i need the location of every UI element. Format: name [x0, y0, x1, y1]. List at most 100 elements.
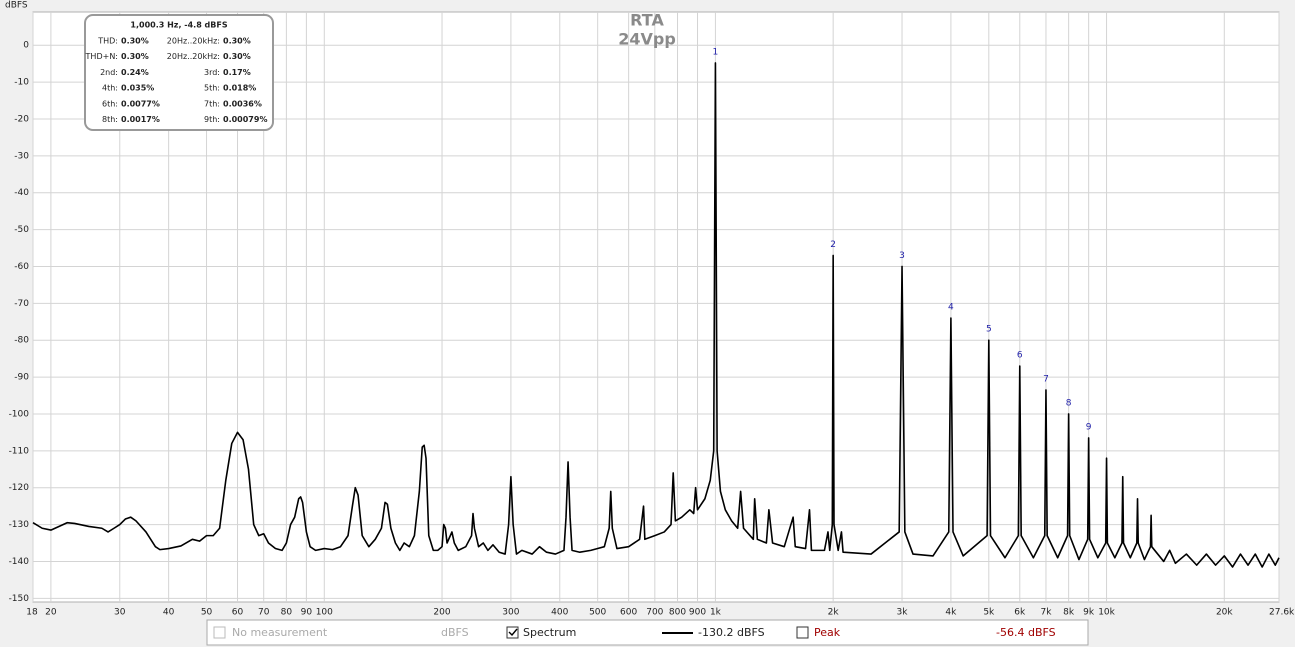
info-value: 0.0036%	[223, 99, 262, 108]
info-box-frame	[84, 14, 274, 131]
x-tick-label: 80	[281, 608, 293, 618]
x-tick-label: 90	[301, 608, 313, 618]
x-tick-label: 9k	[1083, 608, 1095, 618]
y-tick-label: -80	[14, 336, 29, 346]
info-label: 3rd:	[204, 68, 220, 77]
x-tick-label: 20k	[1216, 608, 1233, 618]
info-value: 0.30%	[121, 37, 149, 46]
info-value: 0.018%	[223, 84, 256, 93]
x-tick-label: 70	[258, 608, 270, 618]
grid	[32, 12, 1280, 602]
peak-label: 7	[1043, 374, 1049, 384]
info-label: THD+N:	[85, 52, 118, 61]
info-value: 0.30%	[223, 37, 251, 46]
info-value: 0.30%	[223, 52, 251, 61]
legend-label: Peak	[814, 626, 841, 639]
info-label: THD:	[97, 37, 118, 46]
info-value: 0.035%	[121, 84, 154, 93]
x-tick-label: 5k	[983, 608, 995, 618]
info-value: 0.00079%	[223, 115, 267, 124]
checkbox[interactable]	[796, 626, 809, 639]
peak-label: 6	[1017, 351, 1023, 361]
x-tick-label: 27.6k Hz	[1269, 608, 1295, 618]
legend-label: No measurement	[232, 626, 328, 639]
x-tick-label: 100	[316, 608, 333, 618]
y-tick-label: -130	[9, 520, 30, 530]
info-value: 0.24%	[121, 68, 149, 77]
info-label: 4th:	[102, 84, 118, 93]
x-tick-label: 10k	[1098, 608, 1115, 618]
info-label: 6th:	[102, 99, 118, 108]
chart-title: RTA	[630, 11, 664, 30]
y-tick-label: -120	[9, 483, 30, 493]
info-value: 0.0077%	[121, 99, 160, 108]
x-tick-label: 8k	[1063, 608, 1075, 618]
x-tick-label: 700	[646, 608, 663, 618]
x-tick-label: 500	[589, 608, 606, 618]
x-tick-label: 900	[689, 608, 706, 618]
info-label: 7th:	[204, 99, 220, 108]
x-tick-label: 18	[26, 608, 38, 618]
marks	[32, 62, 1280, 568]
x-tick-label: 600	[620, 608, 637, 618]
legend: No measurement dBFS Spectrum -130.2 dBFS…	[206, 619, 1089, 646]
peak-label: 1	[713, 47, 719, 57]
x-tick-label: 60	[232, 608, 244, 618]
peak-label: 9	[1086, 422, 1092, 432]
chart-subtitle: 24Vpp	[618, 30, 676, 49]
info-value: 0.30%	[121, 52, 149, 61]
y-tick-label: -90	[14, 373, 29, 383]
info-label: 20Hz..20kHz:	[167, 52, 220, 61]
y-tick-label: 0	[23, 41, 29, 51]
legend-label: Spectrum	[523, 626, 576, 639]
info-label: 8th:	[102, 115, 118, 124]
y-axis-label: dBFS	[5, 1, 28, 11]
checkmark	[508, 628, 518, 637]
y-tick-label: -110	[9, 446, 30, 456]
y-tick-label: -150	[9, 594, 30, 604]
info-label: 20Hz..20kHz:	[167, 37, 220, 46]
y-tick-label: -10	[14, 78, 29, 88]
y-tick-label: -100	[9, 409, 30, 419]
legend-value: -56.4 dBFS	[996, 626, 1056, 639]
peak-label: 5	[986, 325, 992, 335]
info-label: 5th:	[204, 84, 220, 93]
checkbox[interactable]	[213, 626, 226, 639]
info-box: 1,000.3 Hz, -4.8 dBFS THD: 0.30% 20Hz..20k…	[84, 14, 274, 131]
x-tick-label: 800	[669, 608, 686, 618]
y-tick-label: -40	[14, 188, 29, 198]
y-tick-label: -50	[14, 225, 29, 235]
y-tick-label: -20	[14, 114, 29, 124]
peak-label: 2	[830, 240, 836, 250]
peak-label: 8	[1066, 398, 1072, 408]
legend-unit: dBFS	[441, 626, 469, 639]
x-tick-label: 400	[551, 608, 568, 618]
info-header: 1,000.3 Hz, -4.8 dBFS	[130, 21, 227, 30]
x-tick-label: 300	[502, 608, 519, 618]
x-tick-label: 200	[433, 608, 450, 618]
x-tick-label: 30	[114, 608, 126, 618]
legend-value: -130.2 dBFS	[698, 626, 765, 639]
x-tick-label: 20	[45, 608, 57, 618]
x-tick-label: 2k	[828, 608, 840, 618]
legend-frame	[206, 619, 1089, 646]
spectrum-line	[32, 62, 1280, 568]
x-tick-label: 6k	[1014, 608, 1026, 618]
checkbox[interactable]	[506, 626, 519, 639]
info-label: 2nd:	[100, 68, 118, 77]
x-tick-label: 7k	[1040, 608, 1052, 618]
y-tick-label: -30	[14, 151, 29, 161]
x-tick-label: 50	[201, 608, 213, 618]
peak-label: 4	[948, 303, 954, 313]
y-tick-label: -140	[9, 557, 30, 567]
x-tick-label: 4k	[945, 608, 957, 618]
info-value: 0.0017%	[121, 115, 160, 124]
x-tick-label: 1k	[710, 608, 722, 618]
info-label: 9th:	[204, 115, 220, 124]
y-tick-label: -70	[14, 299, 29, 309]
info-value: 0.17%	[223, 68, 251, 77]
x-tick-label: 3k	[897, 608, 909, 618]
peak-label: 3	[899, 251, 905, 261]
x-tick-label: 40	[163, 608, 175, 618]
